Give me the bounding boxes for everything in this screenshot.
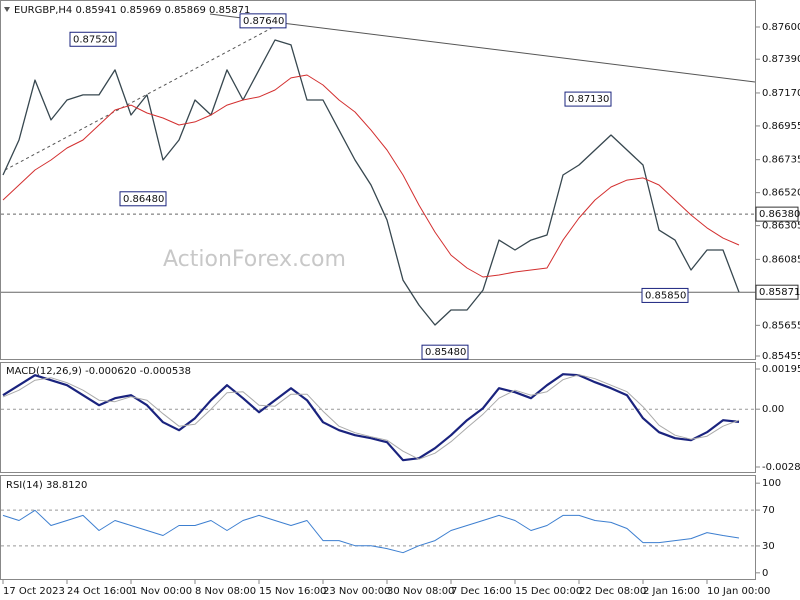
y-tick-label: 0.86305: [762, 221, 800, 232]
y-tick-label: 0.86955: [762, 121, 800, 132]
series-line: [2, 39, 740, 326]
x-tick-label: 22 Dec 08:00: [579, 586, 646, 597]
y-tick-label: 70: [762, 505, 775, 516]
annotation-box: [239, 13, 287, 29]
y-tick-label: -0.002818: [762, 462, 800, 473]
annotation-label: 0.85480: [425, 347, 466, 358]
annotation-box: [641, 287, 689, 303]
y-tick-label: 0.86520: [762, 188, 800, 199]
watermark: ActionForex.com: [163, 247, 346, 272]
y-tick-label: 0.87390: [762, 54, 800, 65]
x-tick-label: 7 Dec 16:00: [451, 586, 512, 597]
annotation-label: 0.86480: [123, 194, 164, 205]
y-tick-label: 0.001959: [762, 364, 800, 375]
chart-title: EURGBP,H4 0.85941 0.85969 0.85869 0.8587…: [14, 5, 250, 16]
x-tick-label: 30 Nov 08:00: [387, 586, 454, 597]
symbol-icon: [4, 7, 10, 12]
macd-title: MACD(12,26,9) -0.000620 -0.000538: [6, 366, 191, 377]
x-tick-label: 1 Nov 00:00: [131, 586, 192, 597]
trend-line: [209, 13, 756, 83]
y-tick-label: 0.86735: [762, 155, 800, 166]
rsi-title: RSI(14) 38.8120: [6, 480, 87, 491]
series-line: [2, 74, 740, 278]
trend-channel: [4, 21, 284, 171]
price-label: 0.86380: [759, 209, 800, 220]
y-tick-label: 0.86085: [762, 254, 800, 265]
series-line: [2, 374, 740, 460]
macd-pane: [0, 362, 756, 473]
y-tick-label: 30: [762, 541, 775, 552]
y-tick-label: 0.87170: [762, 88, 800, 99]
series-line: [2, 509, 740, 554]
y-tick-label: 100: [762, 478, 781, 489]
rsi-pane: [0, 475, 756, 580]
y-tick-label: 0.85455: [762, 351, 800, 362]
series-line: [2, 373, 740, 462]
x-tick-label: 15 Nov 16:00: [259, 586, 326, 597]
y-tick-label: 0.00: [762, 404, 784, 415]
price-label-box: [755, 284, 799, 300]
x-tick-label: 17 Oct 2023: [3, 586, 65, 597]
annotation-box: [119, 191, 167, 207]
annotation-box: [69, 31, 117, 47]
x-tick-label: 24 Oct 16:00: [67, 586, 132, 597]
price-label-box: [755, 206, 799, 222]
annotation-box: [421, 344, 469, 360]
price-pane: [0, 0, 756, 360]
x-tick-label: 23 Nov 00:00: [323, 586, 390, 597]
x-tick-label: 8 Nov 08:00: [195, 586, 256, 597]
price-label: 0.85871: [759, 287, 800, 298]
y-tick-label: 0: [762, 568, 768, 579]
annotation-label: 0.87640: [243, 16, 284, 27]
annotation-label: 0.85850: [645, 290, 686, 301]
y-tick-label: 0.87600: [762, 22, 800, 33]
x-tick-label: 10 Jan 00:00: [707, 586, 770, 597]
annotation-label: 0.87520: [73, 34, 114, 45]
y-tick-label: 0.85655: [762, 320, 800, 331]
x-tick-label: 15 Dec 00:00: [515, 586, 582, 597]
annotation-box: [564, 91, 612, 107]
x-tick-label: 2 Jan 16:00: [643, 586, 700, 597]
annotation-label: 0.87130: [568, 94, 609, 105]
